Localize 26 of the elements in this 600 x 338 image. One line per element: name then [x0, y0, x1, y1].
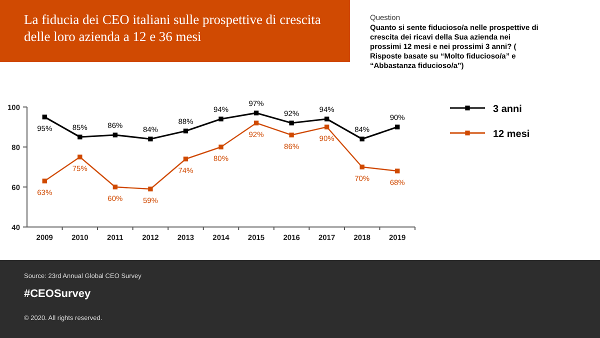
point — [148, 186, 153, 192]
point — [289, 120, 294, 126]
point — [395, 124, 400, 130]
point — [183, 128, 188, 134]
point — [78, 154, 82, 160]
point — [112, 184, 118, 190]
point — [148, 136, 153, 142]
point — [78, 134, 82, 140]
point — [395, 168, 400, 174]
point — [360, 164, 364, 170]
chart-title: La fiducia dei CEO italiani sulle prospettive di crescita delle loro azienda a 12 e 36 mesi — [24, 12, 321, 44]
legend-label: 12 mesi — [493, 129, 530, 140]
point — [360, 136, 364, 142]
point — [289, 132, 294, 138]
point — [42, 114, 47, 120]
point — [42, 178, 47, 184]
point — [112, 132, 118, 138]
point — [218, 144, 224, 150]
point — [218, 116, 224, 122]
point — [324, 116, 330, 122]
legend-label: 3 anni — [493, 104, 522, 115]
point — [254, 110, 259, 116]
point — [324, 124, 330, 130]
point — [183, 156, 188, 162]
point — [254, 120, 259, 126]
text: #CEOSurvey — [24, 288, 92, 300]
